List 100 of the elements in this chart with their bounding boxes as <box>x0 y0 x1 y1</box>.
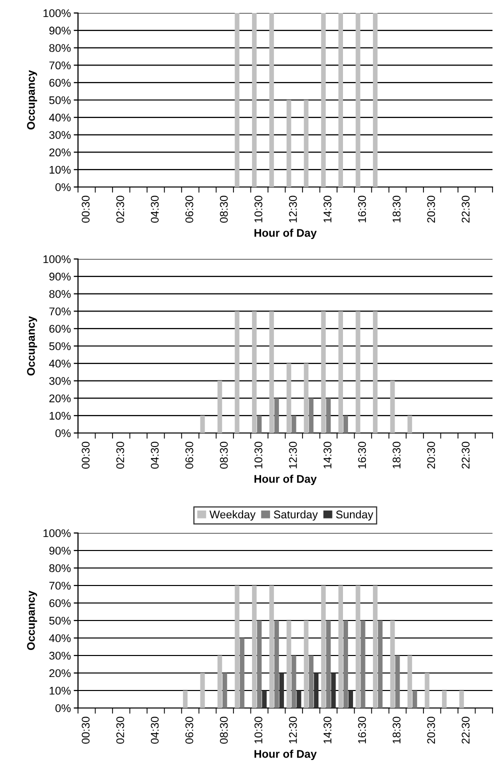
x-tick-label: 10:30 <box>254 442 262 468</box>
bar <box>217 656 222 708</box>
bar <box>234 586 240 708</box>
bar <box>292 656 296 708</box>
x-tick-label: 22:30 <box>462 716 470 744</box>
y-axis-title: Occupancy <box>27 590 38 650</box>
x-tick-label: 12:30 <box>289 716 297 744</box>
bar <box>331 673 336 708</box>
bar <box>308 398 314 433</box>
y-tick-label: 50% <box>49 96 71 104</box>
bar <box>372 586 378 708</box>
x-tick-label: 06:30 <box>185 196 194 223</box>
y-tick-label: 0% <box>55 704 71 712</box>
y-tick-label: 90% <box>49 546 71 555</box>
bar <box>252 586 257 708</box>
y-tick-label: 60% <box>49 599 71 608</box>
y-tick-label: 10% <box>50 686 71 695</box>
bar <box>390 620 395 708</box>
x-tick-label: 22:30 <box>462 196 470 223</box>
bar <box>459 690 464 708</box>
x-tick-label: 04:30 <box>150 196 159 223</box>
bar <box>348 690 354 708</box>
x-tick-label: 04:30 <box>150 716 159 744</box>
bar <box>321 586 326 708</box>
bar <box>326 620 331 708</box>
y-tick-label: 20% <box>49 394 71 402</box>
y-tick-label: 40% <box>49 114 71 122</box>
bar <box>356 586 360 708</box>
bar <box>217 380 222 433</box>
x-axis-title: Hour of Day <box>254 474 317 486</box>
x-tick-label: 08:30 <box>220 196 228 223</box>
x-tick-label: 08:30 <box>220 716 228 744</box>
x-tick-label: 20:30 <box>427 716 436 744</box>
x-tick-label: 18:30 <box>392 196 401 222</box>
bar <box>257 416 262 433</box>
bar <box>360 620 366 708</box>
bar <box>269 311 274 433</box>
bar <box>222 673 228 708</box>
x-tick-label: 18:30 <box>392 716 401 744</box>
x-tick-label: 00:30 <box>82 442 90 469</box>
bar <box>182 690 188 708</box>
legend-label: Weekday <box>210 510 256 521</box>
y-tick-label: 0% <box>55 183 71 192</box>
bar <box>378 620 383 708</box>
y-tick-label: 50% <box>49 616 71 625</box>
x-tick-label: 12:30 <box>289 442 297 468</box>
x-tick-label: 02:30 <box>116 716 124 744</box>
y-tick-label: 100% <box>43 9 71 18</box>
bar <box>407 656 412 708</box>
x-tick-label: 22:30 <box>462 442 470 469</box>
bar <box>252 311 257 433</box>
y-tick-label: 60% <box>49 78 71 87</box>
bar <box>200 416 205 433</box>
y-tick-label: 30% <box>49 652 71 660</box>
x-axis-title: Hour of Day <box>254 750 317 760</box>
x-tick-label: 14:30 <box>324 716 332 744</box>
bar <box>257 620 262 708</box>
y-tick-label: 40% <box>49 634 71 642</box>
bar <box>296 690 302 708</box>
x-tick-label: 10:30 <box>254 716 262 744</box>
x-tick-label: 00:30 <box>82 716 90 744</box>
bar <box>343 620 348 708</box>
bar <box>274 398 279 433</box>
y-tick-label: 100% <box>43 255 71 264</box>
bar <box>372 311 378 433</box>
bar <box>343 416 348 433</box>
y-tick-label: 10% <box>50 166 71 174</box>
x-tick-label: 14:30 <box>324 196 332 222</box>
bar <box>279 673 284 708</box>
y-tick-label: 80% <box>49 290 71 298</box>
x-tick-label: 14:30 <box>324 442 332 468</box>
bar <box>314 673 318 708</box>
x-tick-label: 16:30 <box>358 716 366 744</box>
y-tick-label: 10% <box>50 412 71 420</box>
x-tick-label: 10:30 <box>254 196 262 222</box>
y-tick-label: 90% <box>49 272 71 281</box>
x-tick-label: 02:30 <box>116 196 124 223</box>
bar <box>412 690 418 708</box>
legend-label: Sunday <box>336 510 374 521</box>
bar <box>395 656 400 708</box>
bar <box>304 363 308 433</box>
y-tick-label: 70% <box>49 582 71 590</box>
x-tick-label: 20:30 <box>427 442 436 469</box>
bar <box>407 416 412 433</box>
y-tick-label: 40% <box>49 360 71 368</box>
x-tick-label: 16:30 <box>358 442 366 468</box>
y-tick-label: 70% <box>49 307 71 316</box>
bar <box>308 656 314 708</box>
bar <box>262 690 267 708</box>
bar <box>321 311 326 433</box>
y-axis-title: Occupancy <box>27 316 38 376</box>
x-tick-label: 18:30 <box>392 442 401 468</box>
bar <box>234 311 240 433</box>
bar <box>326 398 331 433</box>
bar <box>356 311 360 433</box>
y-tick-label: 30% <box>49 377 71 385</box>
y-tick-label: 0% <box>55 429 71 438</box>
bar <box>442 690 447 708</box>
y-tick-label: 60% <box>49 324 71 333</box>
x-tick-label: 06:30 <box>185 442 194 469</box>
